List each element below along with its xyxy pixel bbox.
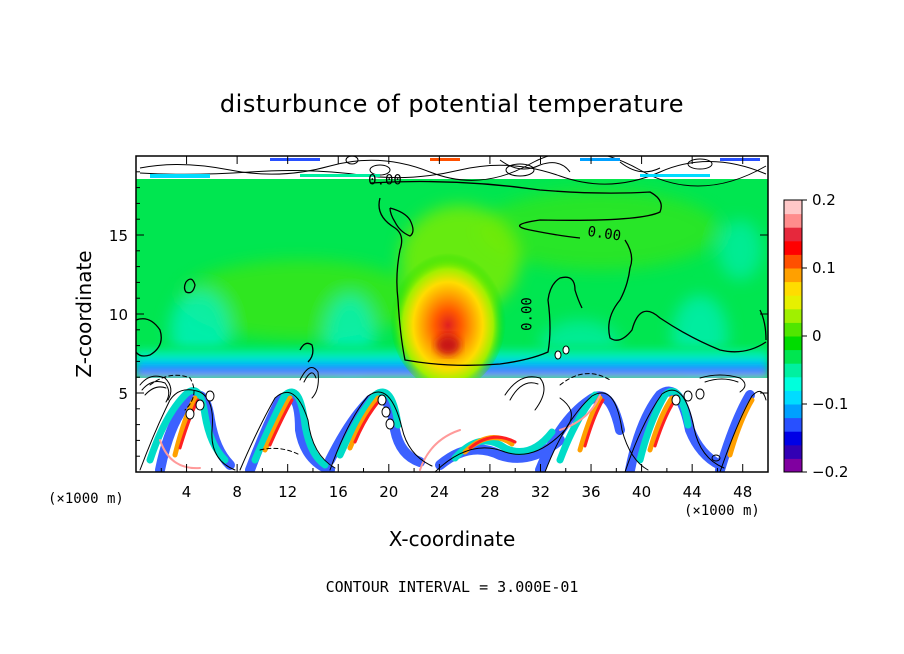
colorbar-swatch <box>784 404 802 419</box>
x-tick-label: 36 <box>581 483 600 501</box>
contour-label: 0.00 <box>586 224 622 245</box>
x-tick-label: 16 <box>329 483 348 501</box>
warm-core <box>390 246 506 390</box>
y-tick-label: 5 <box>118 385 128 403</box>
colorbar-tick-label: −0.2 <box>812 463 848 481</box>
contour-interval-note: CONTOUR INTERVAL = 3.000E-01 <box>326 578 579 596</box>
x-tick-label: 12 <box>278 483 297 501</box>
top-strip-contours <box>139 156 767 187</box>
y-tick-label: 15 <box>109 227 128 245</box>
x-tick-label: 8 <box>232 483 242 501</box>
top-strip-colors <box>150 158 760 178</box>
boundary-layer-structures <box>139 345 767 472</box>
colorbar-swatch <box>784 295 802 310</box>
colorbar-swatch <box>784 281 802 296</box>
colorbar-swatch <box>784 322 802 337</box>
zero-contours <box>136 180 767 366</box>
x-tick-label: 48 <box>733 483 752 501</box>
colorbar-tick-label: 0 <box>812 327 822 345</box>
x-unit-right: (×1000 m) <box>684 503 760 519</box>
colorbar-tick-label: 0.2 <box>812 191 836 209</box>
y-axis-ticks: 5 10 15 <box>109 171 768 457</box>
y-axis-label: Z-coordinate <box>72 250 96 377</box>
colorbar <box>783 199 803 473</box>
colorbar-swatch <box>784 417 802 432</box>
x-axis-ticks: 4 8 12 16 20 24 28 32 36 40 44 48 <box>160 156 752 501</box>
colorbar-swatch <box>784 349 802 364</box>
colorbar-swatch <box>784 240 802 255</box>
x-tick-label: 4 <box>182 483 192 501</box>
contour-label: 0.00 <box>520 297 536 331</box>
colorbar-swatch <box>784 268 802 283</box>
colorbar-swatch <box>784 458 802 473</box>
x-tick-label: 44 <box>683 483 702 501</box>
contour-labels: 0.00 0.00 0.00 <box>368 172 622 330</box>
x-tick-label: 32 <box>531 483 550 501</box>
y-tick-label: 10 <box>109 306 128 324</box>
colorbar-ticks: 0.2 0.1 0 −0.1 −0.2 <box>802 191 848 481</box>
x-unit-left: (×1000 m) <box>48 491 124 507</box>
colorbar-swatch <box>784 431 802 446</box>
plot-area: 0.00 0.00 0.00 <box>136 156 768 472</box>
colorbar-swatch <box>784 444 802 459</box>
x-axis-label: X-coordinate <box>389 527 516 551</box>
colorbar-swatch <box>784 376 802 391</box>
contour-label: 0.00 <box>368 172 402 188</box>
x-tick-label: 24 <box>430 483 449 501</box>
x-tick-label: 40 <box>632 483 651 501</box>
colorbar-swatch <box>784 213 802 228</box>
colorbar-swatch <box>784 336 802 351</box>
chart-title: disturbunce of potential temperature <box>220 90 684 118</box>
x-tick-label: 20 <box>379 483 398 501</box>
x-tick-label: 28 <box>480 483 499 501</box>
colorbar-tick-label: 0.1 <box>812 259 836 277</box>
colorbar-swatch <box>784 227 802 242</box>
colorbar-swatch <box>784 254 802 269</box>
colorbar-swatch <box>784 390 802 405</box>
colorbar-swatch <box>784 308 802 323</box>
colorbar-tick-label: −0.1 <box>812 395 848 413</box>
colorbar-swatch <box>784 200 802 215</box>
colorbar-swatch <box>784 363 802 378</box>
